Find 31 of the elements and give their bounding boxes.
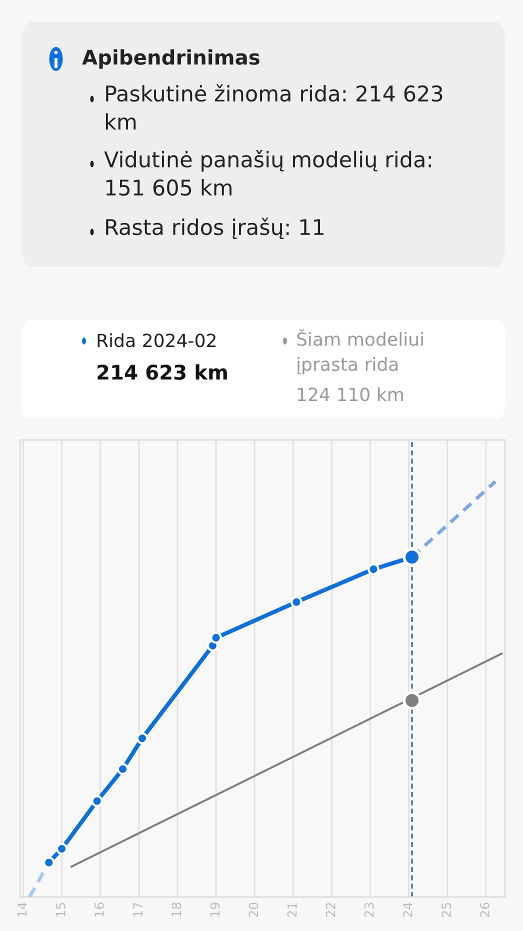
x-tick-label: 14 (18, 902, 27, 916)
x-tick-label: 17 (133, 902, 142, 916)
text: 214 623 km (98, 364, 227, 380)
point (402, 548, 422, 566)
x-tick-label: 21 (287, 903, 297, 917)
text: Paskutinė žinoma rida: 214 623 km (106, 84, 442, 130)
x-tick-label: 15 (56, 902, 66, 916)
text: Rida 2024-02 (98, 333, 216, 348)
x-tick-label: 19 (210, 902, 220, 916)
point (56, 842, 68, 855)
point (116, 763, 129, 775)
point (136, 732, 148, 744)
chart-title: Apibendrinimas (82, 49, 260, 69)
point (290, 596, 302, 608)
point (402, 691, 422, 710)
point (210, 632, 222, 644)
x-tick-label: 24 (402, 902, 412, 917)
x-tick-label: 22 (326, 903, 336, 917)
text: Vidutinė panašių modelių rida: 151 605 km (104, 150, 431, 196)
text: Šiam modeliui įprasta rida (297, 329, 423, 374)
x-tick-label: 16 (94, 902, 104, 916)
point (91, 795, 103, 807)
x-tick-label: 26 (480, 902, 490, 917)
x-tick-label: 23 (364, 902, 374, 917)
text: 124 110 km (298, 387, 403, 402)
x-tick-label: 18 (172, 902, 182, 916)
x-tick-label: 20 (248, 902, 258, 917)
point (43, 856, 55, 868)
x-tick-label: 25 (442, 902, 451, 917)
text: Rasta ridos įrašų: 11 (106, 218, 324, 240)
point (368, 563, 380, 576)
